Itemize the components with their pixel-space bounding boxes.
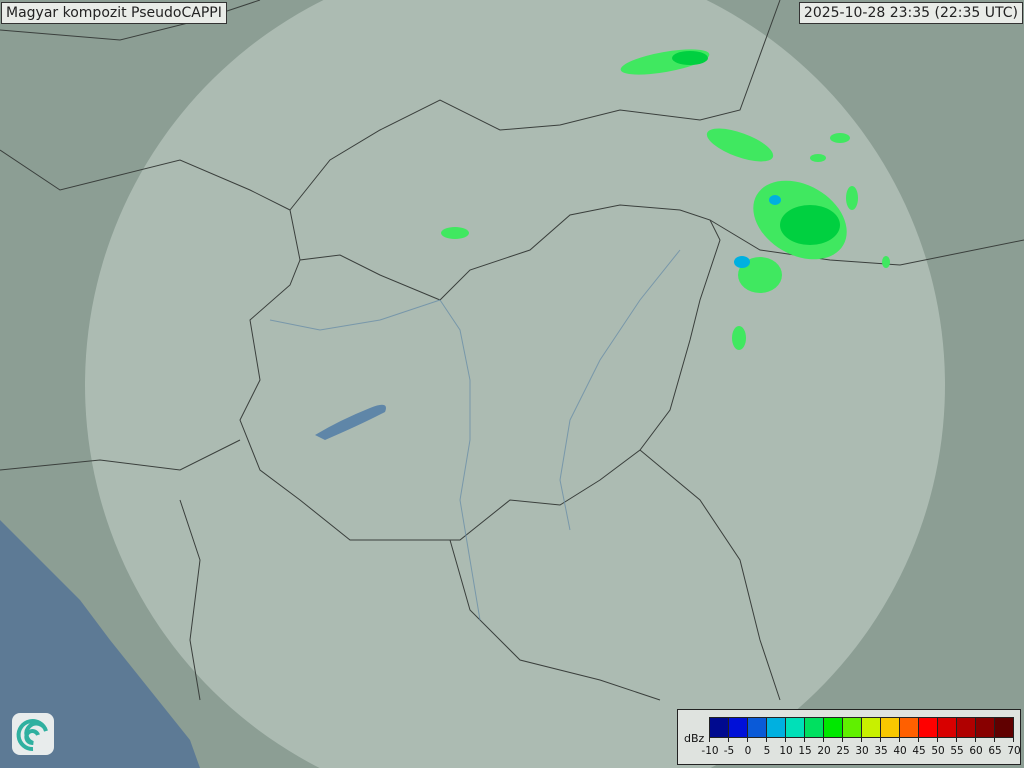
color-swatch	[729, 718, 748, 737]
tick-label: 15	[798, 745, 812, 757]
color-swatch	[881, 718, 900, 737]
tick-mark	[823, 737, 824, 742]
radar-echoes	[441, 49, 890, 350]
color-swatch	[957, 718, 976, 737]
tick-label: 35	[874, 745, 888, 757]
color-swatch	[805, 718, 824, 737]
tick-mark	[804, 737, 805, 742]
tick-label: 0	[744, 745, 752, 757]
radar-coverage-area	[85, 0, 945, 768]
color-swatch	[919, 718, 938, 737]
tick-mark	[709, 737, 710, 742]
tick-mark	[956, 737, 957, 742]
country-borders	[0, 0, 1024, 701]
tick-mark	[728, 737, 729, 742]
color-swatch	[843, 718, 862, 737]
tick-label: 40	[893, 745, 907, 757]
tick-label: -10	[701, 745, 719, 757]
color-swatch	[938, 718, 957, 737]
color-swatch	[976, 718, 995, 737]
map-title: Magyar kompozit PseudoCAPPI	[1, 2, 227, 24]
tick-label: 30	[855, 745, 869, 757]
tick-mark	[918, 737, 919, 742]
lake-balaton	[315, 404, 386, 440]
tick-label: 65	[988, 745, 1002, 757]
tick-mark	[899, 737, 900, 742]
color-scale	[709, 717, 1014, 738]
tick-label: 20	[817, 745, 831, 757]
tick-label: 25	[836, 745, 850, 757]
tick-mark	[975, 737, 976, 742]
color-swatch	[767, 718, 786, 737]
rivers	[269, 249, 681, 621]
tick-label: 70	[1007, 745, 1021, 757]
color-swatch	[995, 718, 1013, 737]
color-swatch	[786, 718, 805, 737]
color-swatch	[710, 718, 729, 737]
timestamp: 2025-10-28 23:35 (22:35 UTC)	[798, 2, 1023, 24]
tick-label: 5	[763, 745, 771, 757]
tick-label: 50	[931, 745, 945, 757]
color-swatch	[824, 718, 843, 737]
tick-label: -5	[723, 745, 735, 757]
color-swatch	[748, 718, 767, 737]
tick-label: 10	[779, 745, 793, 757]
tick-mark	[861, 737, 862, 742]
adriatic-sea	[0, 520, 200, 768]
tick-label: 45	[912, 745, 926, 757]
legend-unit: dBz	[684, 732, 705, 745]
tick-mark	[766, 737, 767, 742]
tick-mark	[785, 737, 786, 742]
tick-mark	[937, 737, 938, 742]
color-swatch	[862, 718, 881, 737]
color-swatch	[900, 718, 919, 737]
swirl-logo-icon	[12, 713, 54, 755]
tick-mark	[747, 737, 748, 742]
tick-mark	[880, 737, 881, 742]
tick-label: 55	[950, 745, 964, 757]
dbz-legend: dBz -10 -5 0 5 10 15 20 25 30 35 40 45 50 55 60 65 70	[677, 709, 1021, 765]
tick-label: 60	[969, 745, 983, 757]
tick-mark	[842, 737, 843, 742]
tick-mark	[1013, 737, 1014, 742]
tick-mark	[994, 737, 995, 742]
